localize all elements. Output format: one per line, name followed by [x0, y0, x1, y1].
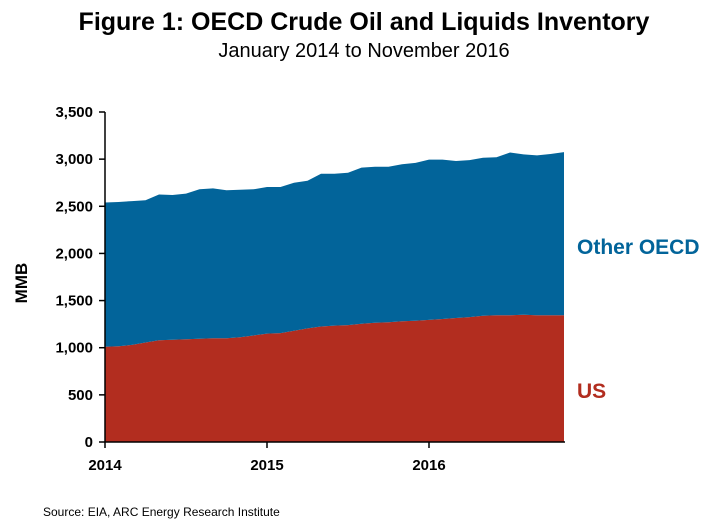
y-tick-label: 3,000	[55, 151, 93, 168]
area-series-other-oecd	[105, 152, 564, 347]
y-tick-label: 2,500	[55, 198, 93, 215]
chart-subtitle: January 2014 to November 2016	[218, 40, 510, 62]
x-tick-label: 2015	[250, 457, 283, 474]
x-tick-label: 2016	[412, 457, 445, 474]
series-label-other-oecd: Other OECD	[577, 236, 700, 259]
chart-title: Figure 1: OECD Crude Oil and Liquids Inv…	[78, 8, 650, 36]
area-series-us	[105, 314, 564, 442]
source-note: Source: EIA, ARC Energy Research Institu…	[43, 505, 280, 519]
y-tick-label: 0	[85, 434, 93, 451]
y-tick-label: 2,000	[55, 245, 93, 262]
y-tick-label: 500	[68, 387, 93, 404]
x-tick-label: 2014	[88, 457, 122, 474]
series-label-us: US	[577, 380, 606, 403]
y-axis-label: MMB	[12, 263, 31, 304]
y-tick-label: 1,500	[55, 293, 93, 310]
y-tick-label: 1,000	[55, 340, 93, 357]
y-tick-label: 3,500	[55, 104, 93, 121]
